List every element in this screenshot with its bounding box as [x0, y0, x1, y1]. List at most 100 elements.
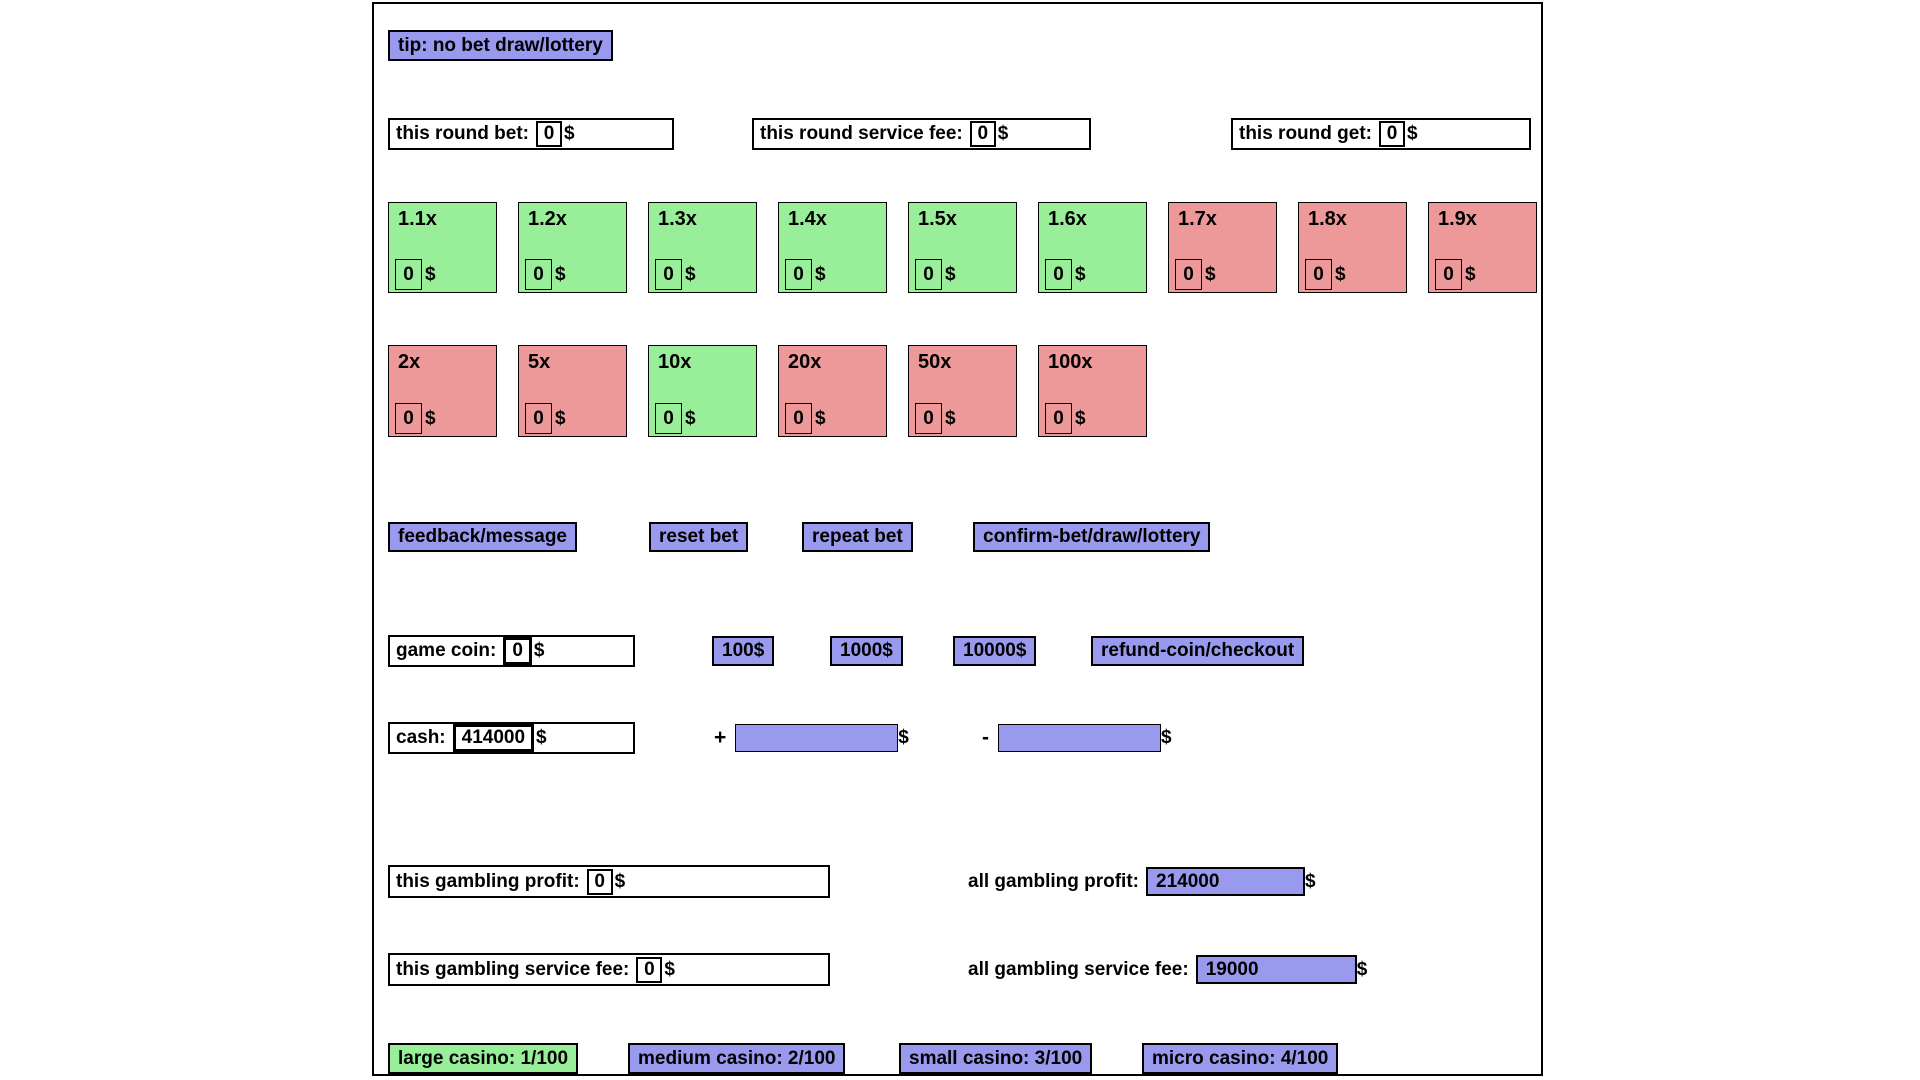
repeat-bet-button[interactable]: repeat bet	[802, 522, 913, 552]
currency-symbol: $	[536, 727, 547, 748]
multiplier-bet-input[interactable]: 0	[1175, 259, 1202, 290]
this-gambling-profit-label: this gambling profit:	[396, 870, 580, 892]
this-gambling-service-fee-value: 0	[636, 956, 663, 983]
game-coin-box: game coin: 0 $	[388, 635, 635, 667]
currency-symbol: $	[555, 407, 566, 429]
currency-symbol: $	[945, 407, 956, 429]
this-round-get-value: 0	[1378, 121, 1405, 147]
currency-symbol: $	[685, 263, 696, 285]
multiplier-box-1-3x: 1.3x 0 $	[648, 202, 757, 293]
multiplier-box-1-6x: 1.6x 0 $	[1038, 202, 1147, 293]
multiplier-label: 1.4x	[788, 208, 827, 230]
multiplier-bet-input[interactable]: 0	[655, 259, 682, 290]
cash-subtract-group: - $	[982, 722, 1172, 754]
multiplier-box-1-4x: 1.4x 0 $	[778, 202, 887, 293]
multiplier-box-1-5x: 1.5x 0 $	[908, 202, 1017, 293]
multiplier-bet-input[interactable]: 0	[785, 403, 812, 434]
currency-symbol: $	[815, 407, 826, 429]
multiplier-label: 20x	[788, 351, 822, 373]
game-coin-value: 0	[503, 637, 532, 665]
multiplier-bet-input[interactable]: 0	[395, 259, 422, 290]
multiplier-label: 50x	[918, 351, 952, 373]
multiplier-label: 100x	[1048, 351, 1093, 373]
multiplier-box-100x: 100x 0 $	[1038, 345, 1147, 437]
medium-casino-button[interactable]: medium casino: 2/100	[628, 1043, 846, 1074]
cash-label: cash:	[396, 727, 446, 748]
feedback-message-button[interactable]: feedback/message	[388, 522, 577, 552]
this-round-service-fee-box: this round service fee: 0 $	[752, 118, 1091, 150]
multiplier-bet-input[interactable]: 0	[1305, 259, 1332, 290]
this-round-get-box: this round get: 0 $	[1231, 118, 1531, 150]
multiplier-bet-input[interactable]: 0	[655, 403, 682, 434]
multiplier-bet-input[interactable]: 0	[525, 403, 552, 434]
multiplier-box-2x: 2x 0 $	[388, 345, 497, 437]
cash-add-group: + $	[714, 722, 909, 754]
multiplier-bet-input[interactable]: 0	[915, 259, 942, 290]
this-gambling-service-fee-box: this gambling service fee: 0 $	[388, 953, 830, 986]
multiplier-box-1-2x: 1.2x 0 $	[518, 202, 627, 293]
currency-symbol: $	[815, 263, 826, 285]
currency-symbol: $	[614, 870, 626, 892]
cash-add-amount-input[interactable]	[735, 724, 899, 752]
multiplier-label: 2x	[398, 351, 421, 373]
currency-symbol: $	[1305, 870, 1316, 892]
multiplier-box-5x: 5x 0 $	[518, 345, 627, 437]
multiplier-label: 5x	[528, 351, 551, 373]
multiplier-box-20x: 20x 0 $	[778, 345, 887, 437]
cash-value: 414000	[452, 724, 535, 752]
multiplier-box-1-9x: 1.9x 0 $	[1428, 202, 1537, 293]
add-1000-button[interactable]: 1000$	[830, 636, 903, 666]
confirm-bet-draw-lottery-button[interactable]: confirm-bet/draw/lottery	[973, 522, 1211, 552]
currency-symbol: $	[898, 727, 909, 748]
currency-symbol: $	[997, 123, 1009, 144]
multiplier-label: 1.5x	[918, 208, 957, 230]
multiplier-label: 10x	[658, 351, 692, 373]
all-gambling-service-fee-value: 19000	[1195, 955, 1357, 984]
currency-symbol: $	[1465, 263, 1476, 285]
multiplier-box-1-8x: 1.8x 0 $	[1298, 202, 1407, 293]
multiplier-bet-input[interactable]: 0	[915, 403, 942, 434]
multiplier-bet-input[interactable]: 0	[525, 259, 552, 290]
this-round-service-fee-label: this round service fee:	[760, 123, 963, 144]
this-round-service-fee-value: 0	[969, 121, 996, 147]
add-100-button[interactable]: 100$	[712, 636, 775, 666]
currency-symbol: $	[533, 640, 545, 661]
multiplier-label: 1.8x	[1308, 208, 1347, 230]
this-gambling-profit-value: 0	[586, 868, 613, 895]
refund-coin-checkout-button[interactable]: refund-coin/checkout	[1091, 636, 1305, 666]
cash-subtract-amount-input[interactable]	[998, 724, 1161, 752]
multiplier-bet-input[interactable]: 0	[1045, 259, 1072, 290]
this-round-bet-box: this round bet: 0 $	[388, 118, 674, 150]
multiplier-bet-input[interactable]: 0	[395, 403, 422, 434]
multiplier-box-1-7x: 1.7x 0 $	[1168, 202, 1277, 293]
this-gambling-service-fee-label: this gambling service fee:	[396, 958, 630, 980]
currency-symbol: $	[1075, 407, 1086, 429]
micro-casino-button[interactable]: micro casino: 4/100	[1142, 1043, 1339, 1074]
plus-sign: +	[714, 726, 727, 749]
multiplier-bet-input[interactable]: 0	[1045, 403, 1072, 434]
multiplier-box-50x: 50x 0 $	[908, 345, 1017, 437]
multiplier-bet-input[interactable]: 0	[1435, 259, 1462, 290]
this-round-get-label: this round get:	[1239, 123, 1372, 144]
currency-symbol: $	[425, 407, 436, 429]
multiplier-label: 1.9x	[1438, 208, 1477, 230]
multiplier-bet-input[interactable]: 0	[785, 259, 812, 290]
small-casino-button[interactable]: small casino: 3/100	[899, 1043, 1093, 1074]
multiplier-label: 1.3x	[658, 208, 697, 230]
all-gambling-service-fee-label: all gambling service fee:	[968, 958, 1189, 980]
multiplier-label: 1.7x	[1178, 208, 1217, 230]
reset-bet-button[interactable]: reset bet	[649, 522, 749, 552]
minus-sign: -	[982, 726, 989, 749]
multiplier-label: 1.2x	[528, 208, 567, 230]
add-10000-button[interactable]: 10000$	[953, 636, 1037, 666]
this-round-bet-value: 0	[535, 121, 562, 147]
currency-symbol: $	[1161, 727, 1172, 748]
cash-box: cash: 414000 $	[388, 722, 635, 754]
multiplier-box-10x: 10x 0 $	[648, 345, 757, 437]
large-casino-button[interactable]: large casino: 1/100	[388, 1043, 579, 1074]
currency-symbol: $	[555, 263, 566, 285]
multiplier-label: 1.1x	[398, 208, 437, 230]
tip-banner: tip: no bet draw/lottery	[388, 30, 613, 61]
currency-symbol: $	[945, 263, 956, 285]
currency-symbol: $	[664, 958, 675, 980]
